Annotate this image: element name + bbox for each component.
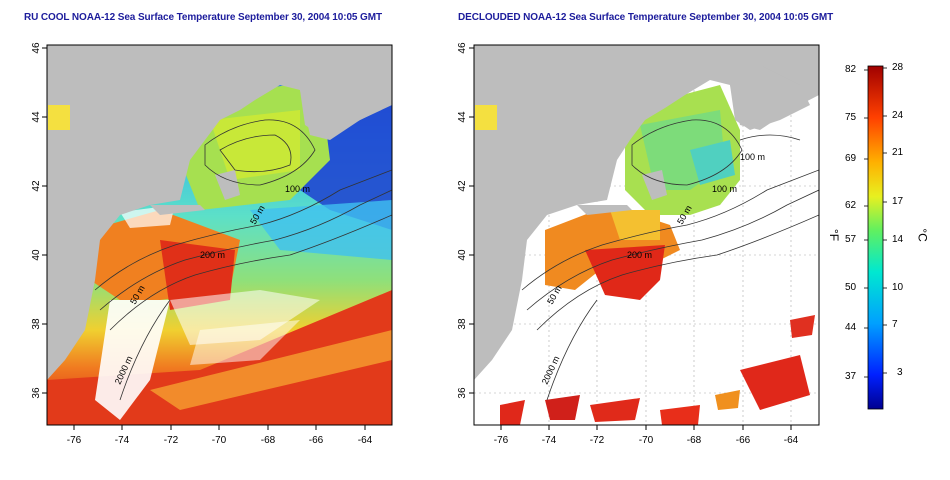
y-tick-label: 36 <box>31 387 42 399</box>
celsius-unit-label: °C <box>915 228 930 242</box>
fahrenheit-tick: 50 <box>845 282 857 293</box>
x-tick-label: -76 <box>494 435 509 446</box>
celsius-tick: 14 <box>892 234 904 245</box>
y-axis: 46 44 42 40 38 36 <box>457 42 474 399</box>
celsius-tick: 28 <box>892 62 904 73</box>
right-map-panel: 100 m 100 m 50 m 200 m 50 m 2000 m -76 -… <box>425 0 825 480</box>
contour-label: 200 m <box>627 250 652 260</box>
x-tick-label: -74 <box>115 435 130 446</box>
left-sst-map: 100 m 50 m 200 m 50 m 2000 m -76 -74 -72… <box>31 42 393 446</box>
celsius-tick: 21 <box>892 147 904 158</box>
temperature-colorbar: 82 75 69 62 57 50 44 37 28 24 21 17 14 1… <box>826 0 950 475</box>
x-tick-label: -70 <box>639 435 654 446</box>
x-axis: -76 -74 -72 -70 -68 -66 -64 <box>494 425 799 446</box>
x-tick-label: -64 <box>358 435 373 446</box>
x-tick-label: -68 <box>261 435 276 446</box>
contour-label: 100 m <box>740 152 765 162</box>
y-tick-label: 42 <box>457 180 468 192</box>
fahrenheit-tick: 44 <box>845 322 857 333</box>
celsius-tick: 3 <box>897 367 903 378</box>
x-tick-label: -66 <box>309 435 324 446</box>
y-tick-label: 42 <box>31 180 42 192</box>
celsius-tick: 17 <box>892 196 904 207</box>
y-tick-label: 40 <box>457 249 468 261</box>
right-sst-map: 100 m 100 m 50 m 200 m 50 m 2000 m -76 -… <box>457 42 820 446</box>
right-panel-title: DECLOUDED NOAA-12 Sea Surface Temperatur… <box>458 12 834 23</box>
y-tick-label: 38 <box>457 318 468 330</box>
y-tick-label: 38 <box>31 318 42 330</box>
x-tick-label: -70 <box>212 435 227 446</box>
left-map-panel: 100 m 50 m 200 m 50 m 2000 m -76 -74 -72… <box>0 0 420 480</box>
x-axis: -76 -74 -72 -70 -68 -66 -64 <box>67 425 373 446</box>
fahrenheit-unit-label: °F <box>827 228 842 242</box>
contour-label: 200 m <box>200 250 225 260</box>
left-panel-title: RU COOL NOAA-12 Sea Surface Temperature … <box>24 12 382 23</box>
y-tick-label: 40 <box>31 249 42 261</box>
y-tick-label: 46 <box>31 42 42 54</box>
x-tick-label: -72 <box>590 435 605 446</box>
y-tick-label: 46 <box>457 42 468 54</box>
fahrenheit-tick: 37 <box>845 371 857 382</box>
y-tick-label: 44 <box>31 111 42 123</box>
fahrenheit-tick: 62 <box>845 200 857 211</box>
y-tick-label: 44 <box>457 111 468 123</box>
fahrenheit-tick: 69 <box>845 153 857 164</box>
celsius-tick: 24 <box>892 110 904 121</box>
colorbar-graphic <box>864 65 887 410</box>
fahrenheit-tick: 82 <box>845 64 857 75</box>
celsius-tick: 10 <box>892 282 904 293</box>
x-tick-label: -68 <box>687 435 702 446</box>
contour-label: 100 m <box>712 184 737 194</box>
x-tick-label: -76 <box>67 435 82 446</box>
x-tick-label: -66 <box>736 435 751 446</box>
y-axis: 46 44 42 40 38 36 <box>31 42 47 399</box>
celsius-tick: 7 <box>892 319 898 330</box>
x-tick-label: -74 <box>542 435 557 446</box>
x-tick-label: -72 <box>164 435 179 446</box>
x-tick-label: -64 <box>784 435 799 446</box>
contour-label: 100 m <box>285 184 310 194</box>
y-tick-label: 36 <box>457 387 468 399</box>
fahrenheit-tick: 75 <box>845 112 857 123</box>
fahrenheit-tick: 57 <box>845 234 857 245</box>
